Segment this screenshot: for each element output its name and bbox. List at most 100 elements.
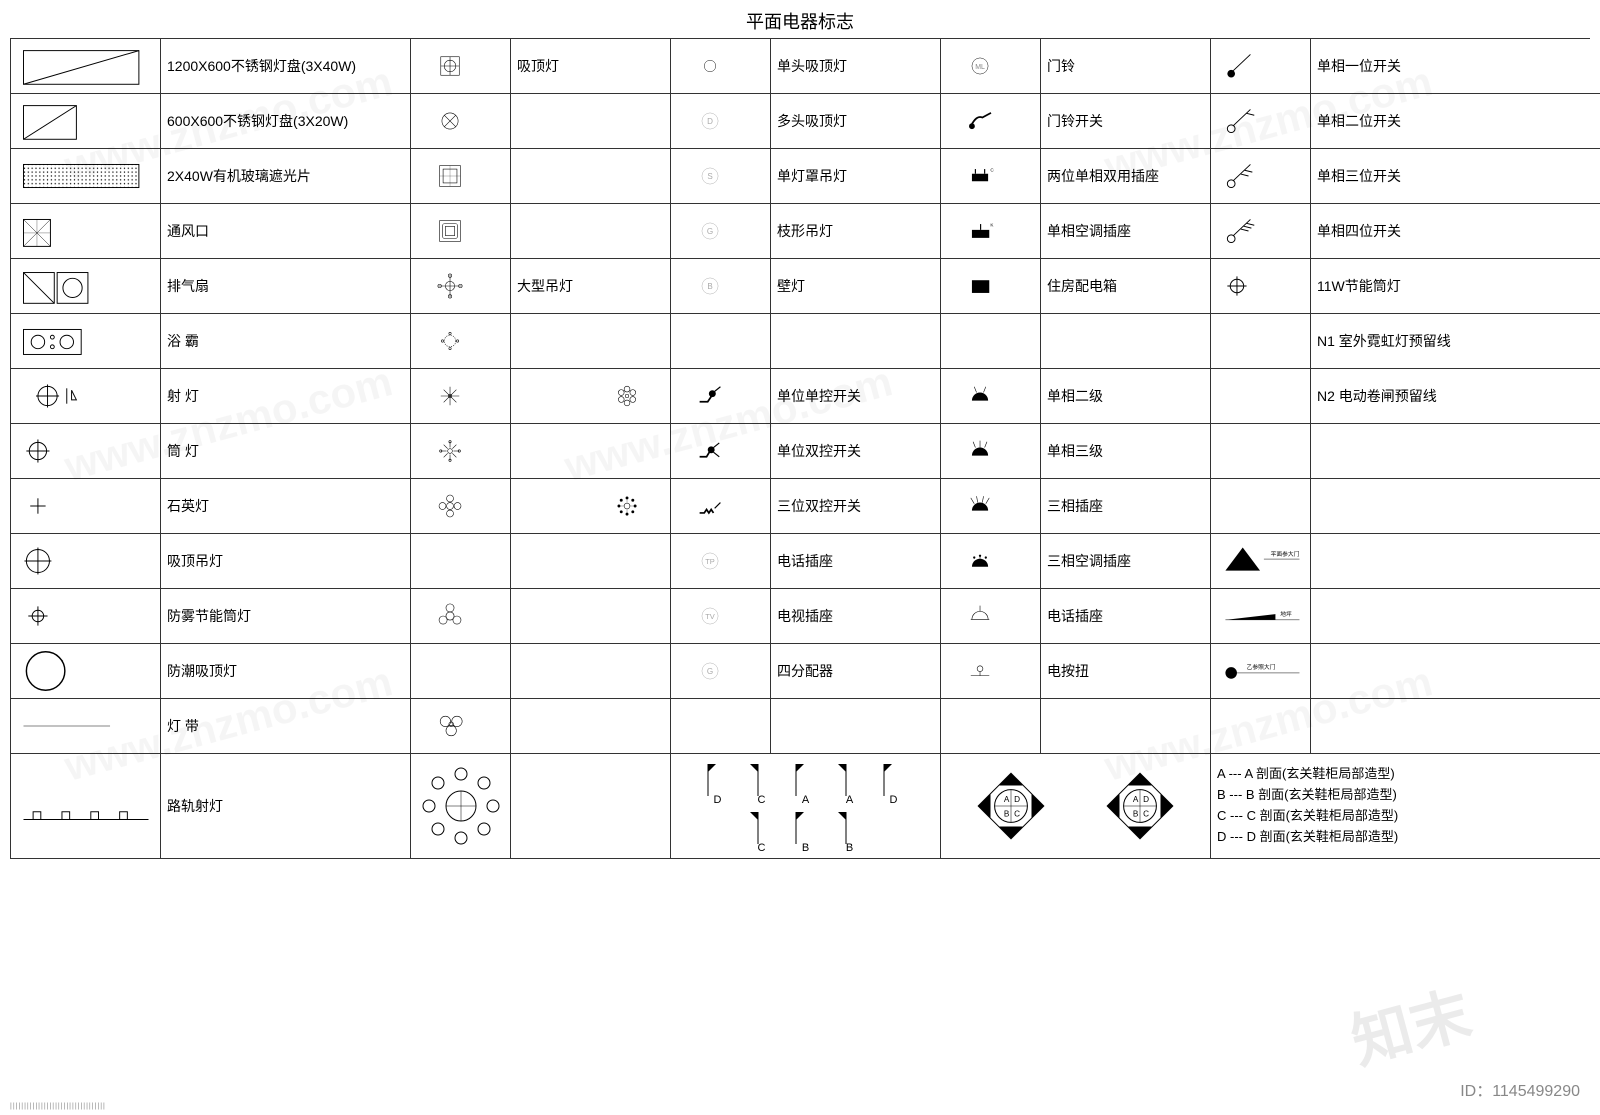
lbl-c2-9 (511, 534, 671, 589)
lbl-c5-3: 单相四位开关 (1311, 204, 1600, 259)
sym-c2-9 (411, 534, 511, 589)
lbl-c1-7: 筒 灯 (161, 424, 411, 479)
lbl-c4-2: 两位单相双用插座 (1041, 149, 1211, 204)
sym-c3-9 (671, 534, 771, 589)
sym-c2-0 (411, 39, 511, 94)
sym-c2-5 (411, 314, 511, 369)
lbl-c2-2 (511, 149, 671, 204)
lbl-c3-7: 单位双控开关 (771, 424, 941, 479)
sym-c5-1 (1211, 94, 1311, 149)
sym-c4-11 (941, 644, 1041, 699)
sym-c2-4 (411, 259, 511, 314)
sym-c1-8 (11, 479, 161, 534)
sym-c2-1 (411, 94, 511, 149)
lbl-c4-3: 单相空调插座 (1041, 204, 1211, 259)
sym-c3-8 (671, 479, 771, 534)
lbl-c5-10 (1311, 589, 1600, 644)
section-marks: DCAADCBB (671, 754, 941, 859)
lbl-c3-3: 枝形吊灯 (771, 204, 941, 259)
lbl-c2-6 (511, 369, 671, 424)
sym-ring8 (411, 754, 511, 859)
lbl-c1-12: 灯 带 (161, 699, 411, 754)
lbl-c2-3 (511, 204, 671, 259)
lbl-track: 路轨射灯 (161, 754, 411, 859)
lbl-c4-7: 单相三级 (1041, 424, 1211, 479)
sym-c3-5 (671, 314, 771, 369)
sym-c1-4 (11, 259, 161, 314)
sym-c5-4 (1211, 259, 1311, 314)
sym-c5-0 (1211, 39, 1311, 94)
lbl-c2-11 (511, 644, 671, 699)
lbl-c5-2: 单相三位开关 (1311, 149, 1600, 204)
sym-c1-7 (11, 424, 161, 479)
lbl-c3-9: 电话插座 (771, 534, 941, 589)
sym-c1-2 (11, 149, 161, 204)
lbl-c4-11: 电按扭 (1041, 644, 1211, 699)
sym-c3-2 (671, 149, 771, 204)
sym-c2-8 (411, 479, 511, 534)
sym-c1-10 (11, 589, 161, 644)
sym-c4-6 (941, 369, 1041, 424)
lbl-c3-5 (771, 314, 941, 369)
lbl-c1-8: 石英灯 (161, 479, 411, 534)
lbl-c4-6: 单相二级 (1041, 369, 1211, 424)
sym-c5-6 (1211, 369, 1311, 424)
legend-grid: 1200X600不锈钢灯盘(3X40W)吸顶灯单头吸顶灯门铃单相一位开关600X… (10, 38, 1590, 859)
lbl-c5-4: 11W节能筒灯 (1311, 259, 1600, 314)
lbl-c3-10: 电视插座 (771, 589, 941, 644)
sym-c4-12 (941, 699, 1041, 754)
lbl-c5-0: 单相一位开关 (1311, 39, 1600, 94)
sym-c3-0 (671, 39, 771, 94)
lbl-c2-0: 吸顶灯 (511, 39, 671, 94)
diamonds (941, 754, 1211, 859)
sym-c5-5 (1211, 314, 1311, 369)
lbl-c4-10: 电话插座 (1041, 589, 1211, 644)
lbl-c5-7 (1311, 424, 1600, 479)
sym-c4-8 (941, 479, 1041, 534)
sym-c4-4 (941, 259, 1041, 314)
sym-c3-10 (671, 589, 771, 644)
lbl-c3-2: 单灯罩吊灯 (771, 149, 941, 204)
sym-c3-7 (671, 424, 771, 479)
lbl-c2-5 (511, 314, 671, 369)
lbl-c3-12 (771, 699, 941, 754)
lbl-c1-4: 排气扇 (161, 259, 411, 314)
section-legend: A --- A 剖面(玄关鞋柜局部造型)B --- B 剖面(玄关鞋柜局部造型)… (1211, 754, 1600, 859)
sym-c4-1 (941, 94, 1041, 149)
lbl-c4-0: 门铃 (1041, 39, 1211, 94)
sym-c1-5 (11, 314, 161, 369)
lbl-c2-8 (511, 479, 671, 534)
sym-c4-2 (941, 149, 1041, 204)
lbl-c4-12 (1041, 699, 1211, 754)
lbl-c5-5: N1 室外霓虹灯预留线 (1311, 314, 1600, 369)
sym-c3-4 (671, 259, 771, 314)
page-title: 平面电器标志 (0, 0, 1600, 38)
sym-c3-3 (671, 204, 771, 259)
sym-c5-8 (1211, 479, 1311, 534)
watermark-brand: 知末 (1341, 966, 1479, 1081)
ruler-marks: |||||||||||||||||||||||||||||||||| (10, 1103, 106, 1110)
lbl-c1-1: 600X600不锈钢灯盘(3X20W) (161, 94, 411, 149)
sym-c1-1 (11, 94, 161, 149)
sym-c3-12 (671, 699, 771, 754)
sym-c3-6 (671, 369, 771, 424)
lbl-c1-9: 吸顶吊灯 (161, 534, 411, 589)
lbl-c5-1: 单相二位开关 (1311, 94, 1600, 149)
lbl-c2-10 (511, 589, 671, 644)
lbl-c3-1: 多头吸顶灯 (771, 94, 941, 149)
lbl-c3-6: 单位单控开关 (771, 369, 941, 424)
sym-c4-9 (941, 534, 1041, 589)
lbl-c5-9 (1311, 534, 1600, 589)
lbl-c5-8 (1311, 479, 1600, 534)
lbl-c2-12 (511, 699, 671, 754)
sym-c2-7 (411, 424, 511, 479)
sym-c5-3 (1211, 204, 1311, 259)
sym-c4-5 (941, 314, 1041, 369)
sym-c1-9 (11, 534, 161, 589)
sym-c2-12 (411, 699, 511, 754)
lbl-c5-6: N2 电动卷闸预留线 (1311, 369, 1600, 424)
sym-c4-10 (941, 589, 1041, 644)
sym-c4-0 (941, 39, 1041, 94)
lbl-c1-10: 防雾节能筒灯 (161, 589, 411, 644)
sym-c2-6 (411, 369, 511, 424)
